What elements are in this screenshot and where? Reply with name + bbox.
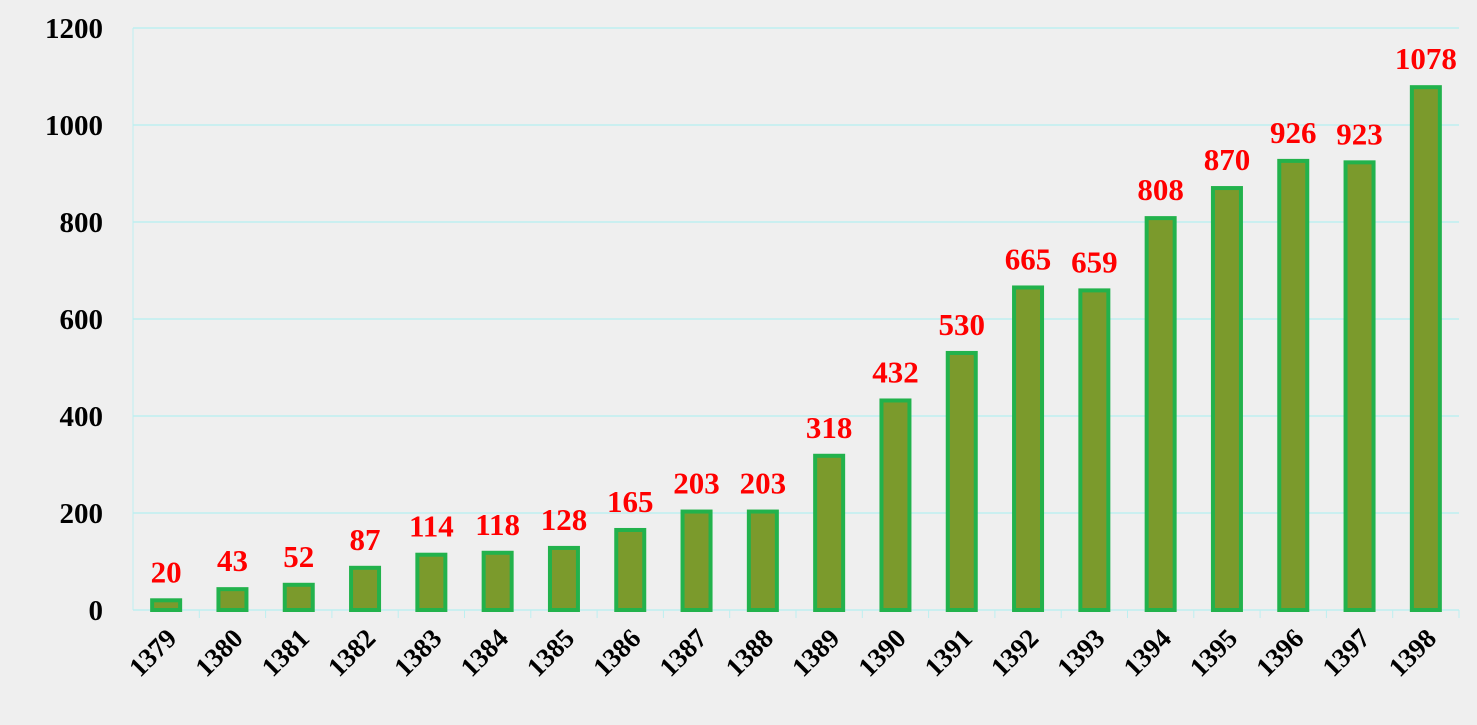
value-label: 87 (350, 522, 381, 557)
x-tick-label: 1386 (587, 623, 646, 682)
value-label: 659 (1071, 244, 1118, 279)
bar (680, 509, 713, 613)
y-tick-label: 1000 (45, 110, 103, 142)
bar (746, 509, 779, 613)
value-label: 870 (1204, 142, 1251, 177)
value-label: 530 (939, 307, 986, 342)
x-tick-label: 1397 (1316, 623, 1375, 682)
y-tick-label: 1200 (45, 13, 103, 45)
bar (1343, 160, 1376, 612)
bar (282, 582, 315, 613)
y-tick-label: 800 (60, 207, 104, 239)
bar (349, 565, 382, 612)
x-tick-label: 1389 (786, 623, 845, 682)
value-label: 808 (1137, 172, 1184, 207)
bar (1012, 285, 1045, 612)
value-label: 43 (217, 543, 248, 578)
y-tick-label: 600 (60, 304, 104, 336)
x-tick-label: 1396 (1250, 623, 1309, 682)
value-label: 923 (1336, 116, 1383, 151)
y-tick-label: 200 (60, 498, 104, 530)
value-label: 1078 (1395, 41, 1457, 76)
x-tick-label: 1390 (852, 623, 911, 682)
x-tick-label: 1392 (985, 623, 1044, 682)
y-tick-label: 0 (89, 595, 104, 627)
x-tick-label: 1394 (1117, 623, 1176, 682)
value-label: 118 (475, 507, 520, 542)
bar (1144, 216, 1177, 612)
x-tick-label: 1380 (189, 623, 248, 682)
x-tick-label: 1381 (256, 623, 315, 682)
x-tick-label: 1398 (1383, 623, 1442, 682)
x-tick-label: 1383 (388, 623, 447, 682)
bar (614, 527, 647, 612)
bar (813, 453, 846, 612)
value-label: 203 (740, 466, 787, 501)
x-tick-label: 1391 (919, 623, 978, 682)
x-tick-label: 1388 (720, 623, 779, 682)
bar (1210, 186, 1243, 613)
value-label: 128 (541, 502, 588, 537)
bar (1078, 288, 1111, 612)
value-label: 926 (1270, 115, 1317, 150)
x-tick-label: 1385 (521, 623, 580, 682)
y-tick-label: 400 (60, 401, 104, 433)
bar (547, 545, 580, 612)
bar (415, 552, 448, 613)
value-label: 52 (283, 539, 314, 574)
value-label: 114 (409, 509, 454, 544)
x-tick-label: 1387 (653, 623, 712, 682)
value-label: 665 (1005, 241, 1052, 276)
value-label: 432 (872, 354, 919, 389)
bar (1409, 85, 1442, 613)
bar (216, 587, 249, 613)
x-tick-label: 1379 (123, 623, 182, 682)
x-tick-label: 1393 (1051, 623, 1110, 682)
x-tick-label: 1382 (322, 623, 381, 682)
value-label: 318 (806, 410, 853, 445)
x-tick-label: 1395 (1184, 623, 1243, 682)
bar (1277, 158, 1310, 612)
bar (879, 398, 912, 613)
bar (945, 350, 978, 612)
value-label: 203 (673, 466, 720, 501)
x-tick-label: 1384 (454, 623, 513, 682)
bar (150, 598, 183, 612)
bar (481, 550, 514, 613)
value-label: 165 (607, 484, 654, 519)
value-label: 20 (151, 554, 182, 589)
